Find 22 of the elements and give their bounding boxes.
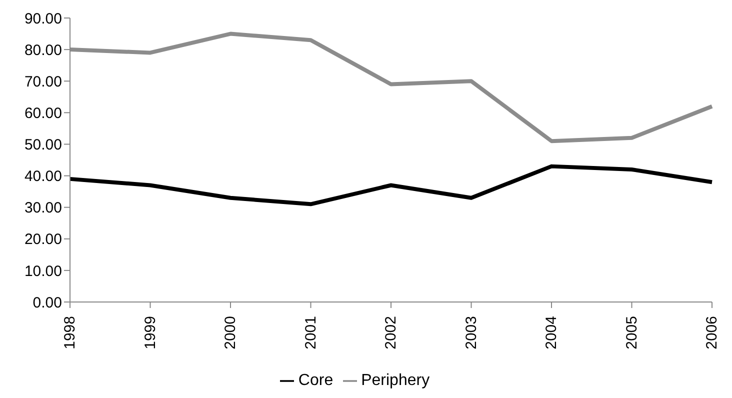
y-tick-label: 40.00 (24, 168, 62, 186)
y-tick-label: 90.00 (24, 10, 62, 28)
legend-label: Core (298, 372, 334, 389)
y-tick-label: 80.00 (24, 42, 62, 59)
y-tick-label: 30.00 (24, 200, 62, 217)
legend-label: Periphery (361, 372, 430, 389)
y-tick-label: 0.00 (32, 294, 62, 312)
x-tick-label: 2002 (382, 316, 400, 350)
y-tick-label: 50.00 (24, 136, 62, 154)
line-series (68, 164, 714, 206)
y-tick-label: 10.00 (24, 262, 62, 280)
x-tick-label: 1999 (142, 316, 159, 350)
x-tick-label: 2006 (704, 316, 720, 350)
y-tick-label: 70.00 (24, 73, 62, 90)
x-tick-label: 2000 (222, 316, 239, 350)
x-tick-label: 2004 (543, 316, 560, 350)
x-tick-label: 1998 (62, 316, 78, 350)
x-tick-label: 2001 (302, 316, 320, 350)
x-tick-label: 2003 (462, 316, 480, 350)
y-tick-label: 60.00 (24, 104, 62, 122)
y-tick-label: 20.00 (24, 231, 62, 248)
x-tick-label: 2005 (623, 316, 640, 350)
